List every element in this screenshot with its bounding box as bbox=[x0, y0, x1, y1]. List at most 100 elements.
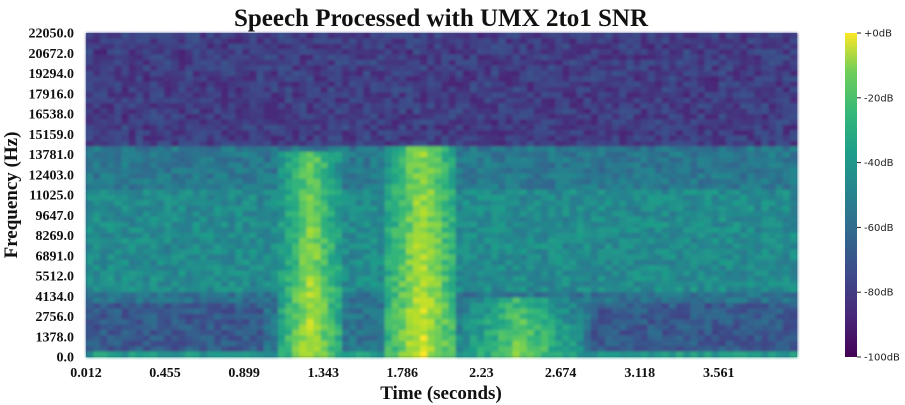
heatmap-cell bbox=[498, 189, 507, 196]
heatmap-cell bbox=[491, 200, 499, 207]
heatmap-cell bbox=[142, 43, 151, 50]
heatmap-cell bbox=[235, 81, 244, 88]
heatmap-cell bbox=[242, 265, 251, 272]
heatmap-cell bbox=[199, 286, 208, 293]
heatmap-cell bbox=[398, 54, 407, 61]
heatmap-cell bbox=[149, 330, 158, 336]
heatmap-cell bbox=[334, 330, 343, 336]
heatmap-cell bbox=[149, 265, 158, 272]
heatmap-cell bbox=[299, 173, 308, 180]
heatmap-cell bbox=[654, 43, 663, 50]
heatmap-cell bbox=[249, 200, 258, 207]
heatmap-cell bbox=[640, 38, 649, 45]
heatmap-cell bbox=[313, 108, 322, 115]
heatmap-cell bbox=[292, 297, 300, 304]
heatmap-cell bbox=[669, 65, 677, 72]
heatmap-cell bbox=[327, 211, 336, 218]
heatmap-cell bbox=[320, 97, 329, 104]
heatmap-cell bbox=[612, 130, 620, 137]
heatmap-cell bbox=[562, 70, 571, 77]
heatmap-cell bbox=[157, 276, 165, 282]
heatmap-cell bbox=[341, 243, 350, 250]
heatmap-cell bbox=[221, 286, 229, 293]
heatmap-cell bbox=[640, 108, 649, 115]
heatmap-cell bbox=[93, 60, 101, 66]
heatmap-cell bbox=[86, 335, 94, 342]
heatmap-cell bbox=[327, 43, 336, 50]
heatmap-cell bbox=[142, 232, 151, 239]
heatmap-cell bbox=[448, 238, 457, 245]
heatmap-cell bbox=[228, 184, 236, 191]
heatmap-cell bbox=[228, 292, 236, 299]
heatmap-cell bbox=[93, 130, 101, 137]
heatmap-cell bbox=[377, 38, 386, 45]
heatmap-cell bbox=[434, 141, 443, 147]
heatmap-cell bbox=[640, 97, 649, 104]
heatmap-cell bbox=[370, 227, 379, 234]
heatmap-cell bbox=[455, 254, 464, 261]
heatmap-cell bbox=[356, 330, 364, 336]
heatmap-cell bbox=[100, 276, 108, 282]
heatmap-cell bbox=[562, 346, 571, 353]
heatmap-cell bbox=[519, 38, 528, 45]
heatmap-cell bbox=[256, 103, 265, 110]
heatmap-cell bbox=[349, 151, 357, 158]
heatmap-cell bbox=[441, 103, 450, 110]
heatmap-cell bbox=[384, 330, 393, 336]
heatmap-cell bbox=[455, 232, 464, 239]
heatmap-cell bbox=[192, 76, 201, 83]
heatmap-cell bbox=[612, 259, 620, 266]
heatmap-cell bbox=[619, 232, 627, 239]
heatmap-cell bbox=[384, 211, 393, 218]
heatmap-cell bbox=[413, 195, 421, 201]
heatmap-cell bbox=[469, 97, 478, 104]
heatmap-cell bbox=[228, 60, 236, 66]
heatmap-cell bbox=[647, 92, 656, 99]
heatmap-cell bbox=[661, 205, 670, 212]
heatmap-cell bbox=[334, 33, 343, 39]
heatmap-cell bbox=[512, 340, 521, 347]
heatmap-cell bbox=[619, 119, 627, 126]
heatmap-cell bbox=[448, 76, 457, 83]
heatmap-cell bbox=[526, 141, 535, 147]
heatmap-cell bbox=[569, 178, 578, 185]
heatmap-cell bbox=[107, 114, 116, 120]
heatmap-cell bbox=[562, 351, 571, 358]
heatmap-cell bbox=[213, 141, 222, 147]
heatmap-cell bbox=[327, 330, 336, 336]
heatmap-cell bbox=[235, 65, 244, 72]
heatmap-cell bbox=[100, 70, 108, 77]
heatmap-cell bbox=[235, 146, 244, 153]
heatmap-cell bbox=[178, 211, 187, 218]
heatmap-cell bbox=[242, 157, 251, 164]
heatmap-cell bbox=[420, 216, 428, 223]
heatmap-cell bbox=[277, 162, 286, 169]
heatmap-cell bbox=[562, 65, 571, 72]
heatmap-cell bbox=[405, 108, 414, 115]
heatmap-cell bbox=[206, 97, 215, 104]
heatmap-cell bbox=[619, 70, 627, 77]
heatmap-cell bbox=[349, 200, 357, 207]
heatmap-cell bbox=[107, 200, 116, 207]
heatmap-cell bbox=[597, 38, 606, 45]
heatmap-cell bbox=[107, 308, 116, 315]
heatmap-cell bbox=[135, 232, 144, 239]
heatmap-cell bbox=[654, 92, 663, 99]
heatmap-cell bbox=[626, 49, 635, 56]
heatmap-cell bbox=[420, 259, 428, 266]
heatmap-cell bbox=[654, 200, 663, 207]
heatmap-cell bbox=[142, 324, 151, 331]
heatmap-cell bbox=[121, 130, 130, 137]
heatmap-cell bbox=[583, 70, 592, 77]
heatmap-cell bbox=[661, 76, 670, 83]
heatmap-cell bbox=[633, 65, 642, 72]
heatmap-cell bbox=[647, 227, 656, 234]
heatmap-cell bbox=[626, 308, 635, 315]
heatmap-cell bbox=[526, 211, 535, 218]
heatmap-cell bbox=[341, 324, 350, 331]
heatmap-cell bbox=[114, 276, 123, 282]
heatmap-cell bbox=[405, 286, 414, 293]
heatmap-cell bbox=[349, 49, 357, 56]
heatmap-cell bbox=[548, 227, 556, 234]
heatmap-cell bbox=[313, 222, 322, 228]
